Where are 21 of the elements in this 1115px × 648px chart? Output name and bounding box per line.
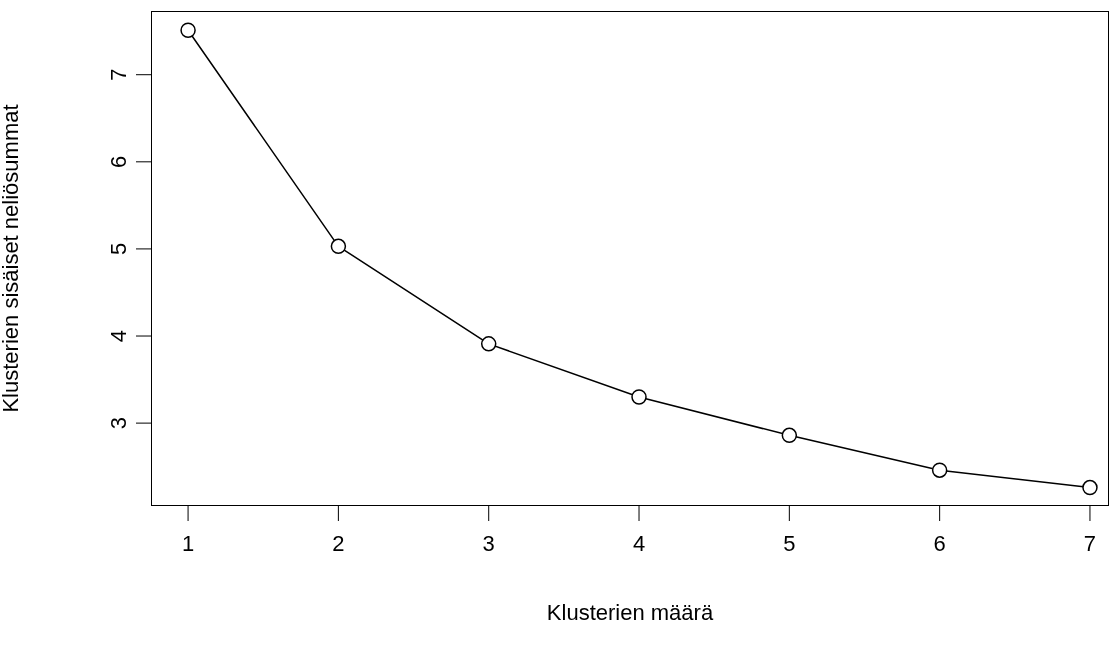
- x-tick-label: 4: [632, 530, 646, 556]
- point: [781, 427, 798, 444]
- point: [480, 336, 497, 352]
- point: [931, 462, 948, 478]
- y-axis-title: Klusterien sisäiset neliösummat: [0, 104, 23, 413]
- y-tick-label: 3: [106, 417, 131, 430]
- x-tick-label: 5: [783, 530, 796, 556]
- point: [1082, 479, 1098, 496]
- point: [631, 389, 647, 405]
- x-tick-label: 1: [181, 530, 195, 556]
- x-axis-title: Klusterien määrä: [546, 600, 714, 625]
- x-tick-label: 3: [482, 530, 495, 556]
- point: [330, 238, 347, 255]
- y-tick-label: 5: [106, 242, 131, 256]
- y-tick-label: 7: [106, 68, 131, 81]
- y-tick-label: 4: [106, 329, 131, 343]
- point: [180, 22, 196, 39]
- x-tick-label: 7: [1083, 530, 1097, 556]
- x-tick-label: 2: [332, 530, 345, 556]
- x-tick-label: 6: [933, 530, 946, 556]
- y-tick-label: 6: [106, 155, 131, 168]
